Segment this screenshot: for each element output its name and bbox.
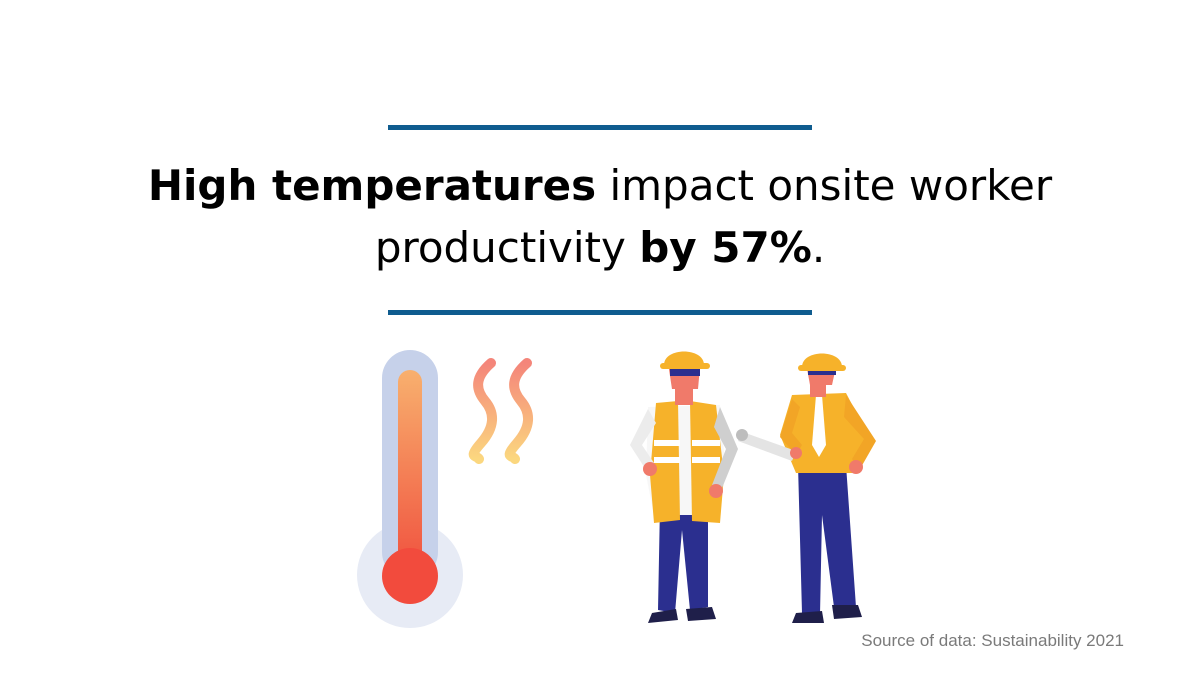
thermometer-icon: [357, 350, 463, 628]
headline-bold-stat: by 57%: [639, 223, 812, 272]
worker-left: [630, 351, 738, 623]
headline-end: .: [811, 223, 826, 272]
headline-middle: impact onsite worker productivity: [374, 161, 1053, 272]
headline-bold-start: High temperatures: [147, 161, 597, 210]
bottom-divider: [388, 310, 812, 315]
construction-workers-illustration: [630, 351, 876, 623]
worker-right: [736, 353, 876, 623]
heat-waves-icon: [468, 358, 533, 464]
headline: High temperatures impact onsite worker p…: [100, 155, 1100, 279]
top-divider: [388, 125, 812, 130]
source-note: Source of data: Sustainability 2021: [861, 631, 1124, 650]
